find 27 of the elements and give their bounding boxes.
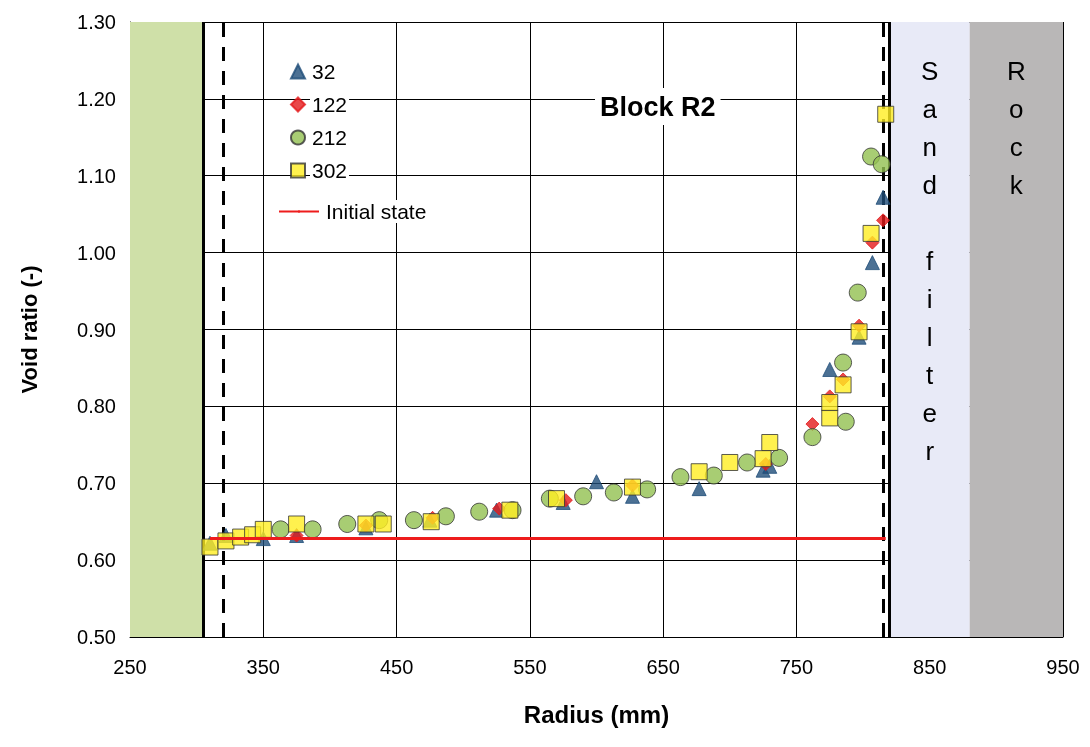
- y-tick-label: 1.30: [77, 11, 116, 33]
- text: Block R2: [600, 91, 716, 122]
- x-axis-title: Radius (mm): [523, 700, 670, 728]
- x-tick-label: 250: [113, 656, 147, 678]
- legend-label: 32: [312, 60, 336, 83]
- y-tick-label: 1.20: [77, 87, 116, 110]
- legend-label: 302: [312, 159, 348, 182]
- x-tick-label: 350: [246, 656, 280, 678]
- legend-label: 212: [312, 126, 348, 149]
- x-tick-label: 650: [646, 656, 680, 678]
- legend-label: 122: [312, 93, 348, 116]
- y-tick-label: 0.80: [77, 395, 116, 418]
- legend-label: Initial state: [326, 200, 427, 223]
- x-tick-label: 750: [779, 656, 814, 678]
- x-tick-label: 450: [379, 656, 414, 678]
- text: Sand filter: [921, 56, 939, 466]
- band-label: Rock: [1006, 56, 1026, 200]
- y-tick-label: 1.10: [77, 164, 116, 187]
- y-axis-title: Void ratio (-): [16, 265, 42, 394]
- x-tick-label: 550: [513, 656, 547, 678]
- x-tick-label: 850: [913, 656, 947, 678]
- x-tick-label: 950: [1046, 656, 1080, 678]
- y-tick-label: 0.70: [77, 472, 116, 495]
- y-tick-label: 1.00: [77, 241, 116, 264]
- y-tick-label: 0.60: [77, 549, 116, 572]
- y-tick-label: 0.90: [77, 318, 116, 341]
- y-tick-label: 0.50: [77, 626, 116, 648]
